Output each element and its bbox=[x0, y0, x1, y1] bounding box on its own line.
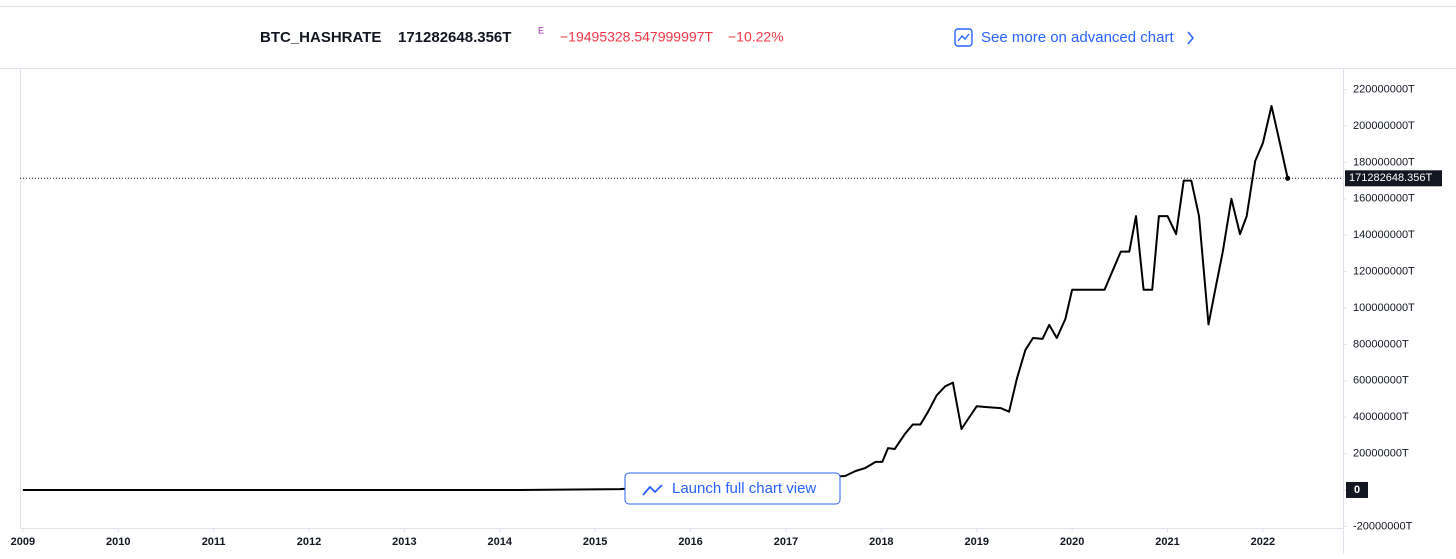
symbol: BTC_HASHRATE bbox=[260, 29, 381, 46]
button-text[interactable]: Launch full chart view bbox=[672, 480, 816, 497]
y-tick-label: 220000000T bbox=[1353, 84, 1415, 96]
link-icon bbox=[954, 28, 973, 47]
x-tick-label: 2015 bbox=[583, 536, 607, 548]
y-tick-label: 60000000T bbox=[1353, 375, 1409, 387]
last-point bbox=[1285, 175, 1291, 181]
y-tick-label: 200000000T bbox=[1353, 120, 1415, 132]
x-tick-label: 2022 bbox=[1251, 536, 1275, 548]
link-text[interactable]: See more on advanced chart bbox=[981, 29, 1174, 46]
x-tick-label: 2014 bbox=[488, 536, 513, 548]
x-tick-label: 2019 bbox=[964, 536, 988, 548]
x-tick-label: 2021 bbox=[1155, 536, 1179, 548]
x-tick-label: 2020 bbox=[1060, 536, 1084, 548]
x-tick-label: 2017 bbox=[774, 536, 798, 548]
change: −19495328.547999997T bbox=[560, 29, 713, 45]
y-tick-label: 20000000T bbox=[1353, 447, 1409, 459]
y-tick-label: 100000000T bbox=[1353, 302, 1415, 314]
button-box[interactable] bbox=[624, 472, 841, 505]
x-tick-label: 2016 bbox=[678, 536, 702, 548]
y-tick-label: 0 bbox=[1354, 484, 1360, 496]
x-tick-label: 2010 bbox=[106, 536, 130, 548]
change-percent: −10.22% bbox=[728, 29, 784, 45]
chevron bbox=[1187, 31, 1194, 45]
x-tick-label: 2009 bbox=[11, 536, 35, 548]
price: 171282648.356T bbox=[398, 29, 511, 46]
y-tick-label: 40000000T bbox=[1353, 411, 1409, 423]
x-tick-label: 2013 bbox=[392, 536, 416, 548]
x-tick-label: 2011 bbox=[202, 536, 226, 548]
advanced-link[interactable]: See more on advanced chart bbox=[954, 28, 1194, 47]
y-tick-label: 180000000T bbox=[1353, 156, 1415, 168]
y-tick-label: 140000000T bbox=[1353, 229, 1415, 241]
last-value-label: 171282648.356T bbox=[1349, 172, 1432, 184]
last-value-box bbox=[1345, 170, 1442, 187]
x-tick-label: 2018 bbox=[869, 536, 893, 548]
x-tick-label: 2012 bbox=[297, 536, 321, 548]
series-line bbox=[22, 105, 1289, 491]
button-icon bbox=[642, 484, 663, 496]
flag: E bbox=[538, 25, 544, 35]
y-tick-label: 120000000T bbox=[1353, 266, 1415, 278]
y-tick-label: 80000000T bbox=[1353, 338, 1409, 350]
y-tick-label: -20000000T bbox=[1353, 520, 1413, 532]
launch-button[interactable]: Launch full chart view bbox=[624, 472, 841, 505]
y-tick-box bbox=[1346, 481, 1368, 498]
y-tick-label: 160000000T bbox=[1353, 193, 1415, 205]
link-icon bbox=[957, 33, 970, 42]
